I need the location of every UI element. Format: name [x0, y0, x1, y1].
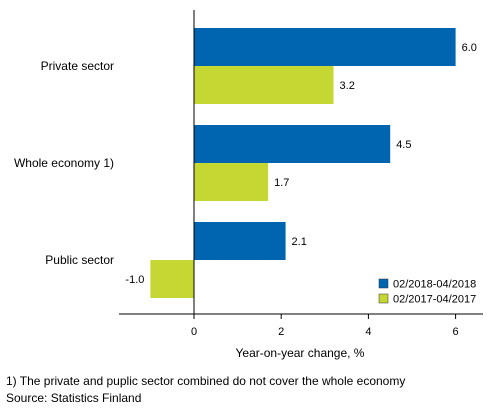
category-label: Private sector	[41, 59, 114, 73]
data-label: 6.0	[462, 42, 477, 54]
x-tick-label: 6	[453, 326, 459, 338]
bar	[194, 28, 456, 66]
bar	[150, 260, 194, 298]
footnote: 1) The private and puplic sector combine…	[6, 374, 406, 388]
x-tick-label: 2	[278, 326, 284, 338]
x-axis-title: Year-on-year change, %	[236, 346, 365, 360]
legend-swatch	[378, 278, 389, 289]
x-tick-label: 4	[365, 326, 371, 338]
category-label: Whole economy 1)	[14, 156, 114, 170]
legend-label: 02/2018-04/2018	[393, 279, 476, 291]
data-label: 2.1	[292, 236, 307, 248]
legend-swatch	[378, 293, 389, 304]
bar	[194, 66, 334, 104]
data-label: -1.0	[125, 274, 144, 286]
source-note: Source: Statistics Finland	[6, 391, 142, 405]
bar	[194, 222, 286, 260]
bar	[194, 163, 269, 201]
bar	[194, 125, 391, 163]
legend-label: 02/2017-04/2017	[393, 294, 476, 306]
data-label: 3.2	[340, 80, 355, 92]
category-label: Public sector	[45, 253, 114, 267]
data-label: 4.5	[396, 139, 411, 151]
legend: 02/2018-04/2018 02/2017-04/2017	[378, 278, 476, 306]
data-label: 1.7	[274, 177, 289, 189]
x-tick-label: 0	[191, 326, 197, 338]
